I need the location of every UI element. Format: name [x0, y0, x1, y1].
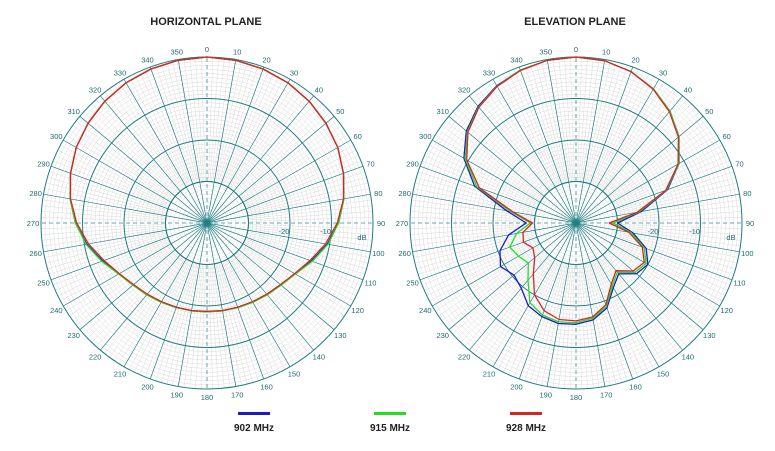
elevation-angle-label-230: 230	[436, 331, 449, 340]
elevation-grid	[409, 56, 743, 390]
elevation-plane-chart: 0 10 20 30 40 50 60 70 80 90 100 110 120 130 140 150 160…	[396, 45, 754, 400]
elevation-radial-label--20: -20	[648, 227, 659, 236]
horizontal-angle-label-310: 310	[67, 107, 80, 116]
elevation-angle-label-100: 100	[741, 249, 754, 258]
horizontal-radial-label--10: -10	[320, 227, 331, 236]
legend-label-928: 928 MHz	[505, 423, 546, 434]
elevation-angle-label-160: 160	[629, 383, 642, 392]
legend-label-902: 902 MHz	[233, 423, 274, 434]
horizontal-angle-label-240: 240	[50, 306, 63, 315]
elevation-angle-label-110: 110	[734, 279, 746, 288]
legend-swatch-902	[238, 412, 270, 415]
horizontal-angle-label-60: 60	[354, 132, 362, 141]
horizontal-unit-label: dB	[357, 233, 366, 242]
elevation-angle-label-40: 40	[684, 86, 692, 95]
elevation-angle-label-90: 90	[746, 219, 754, 228]
horizontal-angle-label-330: 330	[114, 68, 127, 77]
horizontal-angle-label-220: 220	[89, 352, 102, 361]
elevation-angle-label-280: 280	[398, 189, 411, 198]
horizontal-angle-label-150: 150	[288, 370, 301, 379]
horizontal-radial-label--20: -20	[279, 227, 290, 236]
horizontal-series-928-mhz	[69, 56, 345, 313]
elevation-radial-label--10: -10	[689, 227, 700, 236]
elevation-angle-label-210: 210	[483, 370, 496, 379]
legend-item-902: 902 MHz	[204, 412, 304, 436]
horizontal-angle-label-120: 120	[351, 306, 364, 315]
horizontal-angle-label-10: 10	[233, 48, 241, 57]
horizontal-angle-label-160: 160	[260, 383, 273, 392]
elevation-angle-label-120: 120	[720, 306, 733, 315]
horizontal-angle-label-210: 210	[114, 370, 127, 379]
elevation-angle-label-240: 240	[419, 306, 432, 315]
elevation-plane-title: ELEVATION PLANE	[524, 16, 626, 28]
elevation-angle-label-220: 220	[458, 352, 471, 361]
horizontal-grid	[40, 56, 374, 390]
elevation-angle-label-20: 20	[631, 55, 639, 64]
horizontal-angle-label-100: 100	[372, 249, 385, 258]
horizontal-angle-label-230: 230	[67, 331, 80, 340]
elevation-angle-label-300: 300	[419, 132, 432, 141]
legend-swatch-915	[374, 412, 406, 415]
legend-swatch-928	[510, 412, 542, 415]
elevation-angle-label-10: 10	[602, 48, 610, 57]
horizontal-angle-label-180: 180	[201, 393, 214, 400]
elevation-angle-label-200: 200	[510, 383, 523, 392]
elevation-angle-label-330: 330	[483, 68, 496, 77]
horizontal-angle-label-300: 300	[50, 132, 63, 141]
legend-label-915: 915 MHz	[369, 423, 410, 434]
elevation-angle-label-180: 180	[570, 393, 583, 400]
horizontal-angle-label-90: 90	[377, 219, 385, 228]
horizontal-angle-label-270: 270	[27, 219, 39, 228]
horizontal-angle-label-340: 340	[141, 55, 154, 64]
horizontal-angle-label-20: 20	[262, 55, 270, 64]
elevation-angle-label-170: 170	[600, 390, 613, 399]
legend-item-915: 915 MHz	[340, 412, 440, 436]
elevation-angle-label-140: 140	[682, 352, 695, 361]
horizontal-angle-label-80: 80	[374, 189, 382, 198]
elevation-angle-label-250: 250	[406, 279, 419, 288]
elevation-unit-label: dB	[726, 233, 735, 242]
elevation-angle-label-310: 310	[436, 107, 449, 116]
horizontal-angle-label-50: 50	[336, 107, 344, 116]
legend-item-928: 928 MHz	[476, 412, 576, 436]
elevation-series-928-mhz	[466, 56, 680, 322]
elevation-angle-label-60: 60	[723, 132, 731, 141]
elevation-angle-label-320: 320	[458, 86, 471, 95]
elevation-angle-label-190: 190	[540, 390, 553, 399]
horizontal-angle-label-280: 280	[29, 189, 42, 198]
horizontal-plane-title: HORIZONTAL PLANE	[150, 16, 262, 28]
horizontal-angle-label-250: 250	[37, 279, 50, 288]
horizontal-angle-label-290: 290	[37, 159, 50, 168]
elevation-angle-label-30: 30	[659, 68, 667, 77]
elevation-angle-label-150: 150	[657, 370, 670, 379]
elevation-series-915-mhz	[464, 56, 680, 324]
elevation-angle-label-80: 80	[743, 189, 751, 198]
elevation-angle-label-350: 350	[540, 48, 553, 57]
elevation-angle-label-290: 290	[406, 159, 419, 168]
horizontal-angle-label-140: 140	[313, 352, 326, 361]
elevation-angle-label-130: 130	[703, 331, 716, 340]
horizontal-angle-label-130: 130	[334, 331, 347, 340]
horizontal-plane-chart: 0 10 20 30 40 50 60 70 80 90 100 110 120 130 140 150 160…	[27, 45, 385, 400]
horizontal-angle-label-40: 40	[315, 86, 323, 95]
elevation-angle-label-0: 0	[574, 45, 578, 54]
horizontal-angle-label-0: 0	[205, 45, 209, 54]
horizontal-angle-label-190: 190	[171, 390, 184, 399]
elevation-angle-label-340: 340	[510, 55, 523, 64]
horizontal-angle-label-350: 350	[171, 48, 184, 57]
elevation-angle-label-50: 50	[705, 107, 713, 116]
elevation-angle-label-260: 260	[398, 249, 411, 258]
horizontal-angle-label-30: 30	[290, 68, 298, 77]
horizontal-angle-label-200: 200	[141, 383, 154, 392]
horizontal-angle-label-170: 170	[231, 390, 244, 399]
elevation-angle-label-270: 270	[396, 219, 408, 228]
horizontal-angle-label-260: 260	[29, 249, 42, 258]
horizontal-angle-label-320: 320	[89, 86, 102, 95]
elevation-angle-label-70: 70	[735, 159, 743, 168]
horizontal-angle-label-70: 70	[366, 159, 374, 168]
horizontal-angle-label-110: 110	[365, 279, 377, 288]
